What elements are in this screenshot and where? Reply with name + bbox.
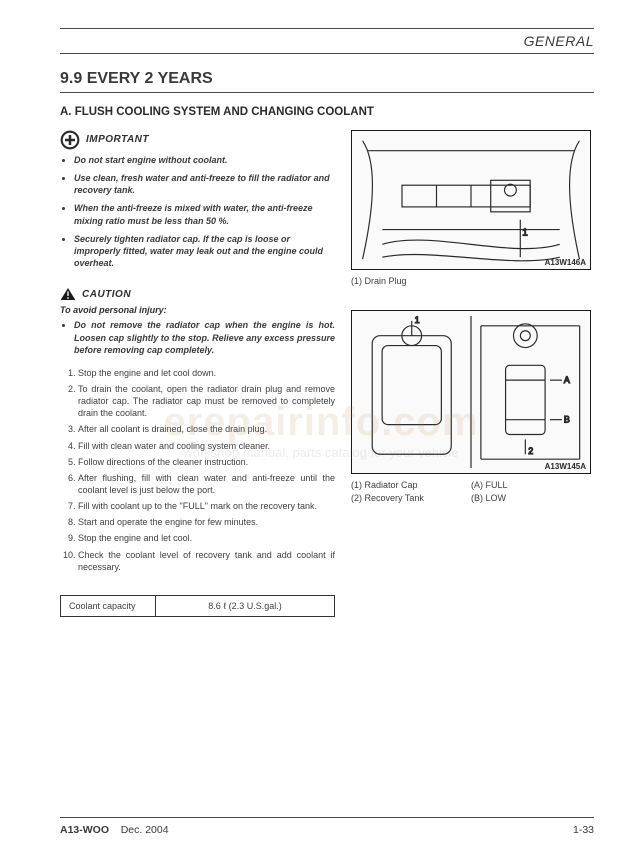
svg-text:A: A bbox=[564, 375, 570, 385]
figure-1: 1 A13W146A bbox=[351, 130, 591, 270]
footer: A13-WOO Dec. 2004 1-33 bbox=[60, 817, 594, 836]
step-item: Fill with coolant up to the "FULL" mark … bbox=[78, 500, 335, 512]
caution-row: CAUTION bbox=[60, 287, 335, 301]
columns: IMPORTANT Do not start engine without co… bbox=[60, 130, 594, 617]
header-category: GENERAL bbox=[60, 33, 594, 49]
footer-page: 1-33 bbox=[573, 824, 594, 836]
section-heading: 9.9 EVERY 2 YEARS bbox=[60, 70, 594, 88]
step-item: After flushing, fill with clean water an… bbox=[78, 472, 335, 496]
step-item: Check the coolant level of recovery tank… bbox=[78, 549, 335, 573]
step-item: Follow directions of the cleaner instruc… bbox=[78, 456, 335, 468]
callout-A: (A) FULL bbox=[471, 480, 591, 490]
caution-label: CAUTION bbox=[82, 289, 131, 300]
important-item: When the anti-freeze is mixed with water… bbox=[74, 202, 335, 226]
important-item: Use clean, fresh water and anti-freeze t… bbox=[74, 172, 335, 196]
subsection-heading: A. FLUSH COOLING SYSTEM AND CHANGING COO… bbox=[60, 105, 594, 120]
callout-1: (1) Radiator Cap bbox=[351, 480, 471, 490]
svg-text:2: 2 bbox=[528, 446, 533, 456]
step-item: Fill with clean water and cooling system… bbox=[78, 440, 335, 452]
subsection-title: FLUSH COOLING SYSTEM AND CHANGING COOLAN… bbox=[75, 106, 374, 118]
step-item: Stop the engine and let cool down. bbox=[78, 367, 335, 379]
page: GENERAL 9.9 EVERY 2 YEARS A. FLUSH COOLI… bbox=[0, 0, 642, 645]
figure-1-code: A13W146A bbox=[545, 258, 586, 267]
section-rule bbox=[60, 92, 594, 93]
callout-2: (2) Recovery Tank bbox=[351, 493, 471, 503]
caution-lead: To avoid personal injury: bbox=[60, 305, 335, 315]
figure-2-callouts: (1) Radiator Cap (A) FULL (2) Recovery T… bbox=[351, 480, 591, 503]
right-column: 1 A13W146A (1) Drain Plug 1 bbox=[351, 130, 591, 503]
footer-left: A13-WOO Dec. 2004 bbox=[60, 824, 169, 836]
callout-1: (1) Drain Plug bbox=[351, 276, 407, 286]
warning-triangle-icon bbox=[60, 287, 76, 301]
figure-1-callouts: (1) Drain Plug bbox=[351, 276, 591, 286]
capacity-value: 8.6 ℓ (2.3 U.S.gal.) bbox=[156, 595, 335, 616]
step-item: To drain the coolant, open the radiator … bbox=[78, 383, 335, 419]
capacity-label: Coolant capacity bbox=[61, 595, 156, 616]
header-rule bbox=[60, 53, 594, 54]
svg-text:1: 1 bbox=[415, 315, 420, 325]
steps-list: Stop the engine and let cool down. To dr… bbox=[60, 367, 335, 573]
figure-2-code: A13W145A bbox=[545, 462, 586, 471]
step-item: After all coolant is drained, close the … bbox=[78, 423, 335, 435]
svg-text:1: 1 bbox=[522, 227, 527, 238]
step-item: Start and operate the engine for few min… bbox=[78, 516, 335, 528]
important-label: IMPORTANT bbox=[86, 134, 149, 145]
callout-B: (B) LOW bbox=[471, 493, 591, 503]
important-item: Do not start engine without coolant. bbox=[74, 154, 335, 166]
important-item: Securely tighten radiator cap. If the ca… bbox=[74, 233, 335, 269]
step-item: Stop the engine and let cool. bbox=[78, 532, 335, 544]
subsection-letter: A. bbox=[60, 106, 72, 118]
footer-date: Dec. 2004 bbox=[121, 824, 169, 836]
section-title: EVERY 2 YEARS bbox=[87, 70, 213, 87]
left-column: IMPORTANT Do not start engine without co… bbox=[60, 130, 335, 617]
important-row: IMPORTANT bbox=[60, 130, 335, 150]
figure-2: 1 A B 2 A13W145A bbox=[351, 310, 591, 474]
section-number: 9.9 bbox=[60, 70, 82, 87]
capacity-table: Coolant capacity 8.6 ℓ (2.3 U.S.gal.) bbox=[60, 595, 335, 617]
important-bullets: Do not start engine without coolant. Use… bbox=[60, 154, 335, 269]
svg-text:B: B bbox=[564, 415, 570, 425]
plus-circle-icon bbox=[60, 130, 80, 150]
footer-code: A13-WOO bbox=[60, 824, 109, 836]
caution-item: Do not remove the radiator cap when the … bbox=[74, 319, 335, 357]
caution-bullets: Do not remove the radiator cap when the … bbox=[60, 319, 335, 357]
top-rule bbox=[60, 28, 594, 29]
